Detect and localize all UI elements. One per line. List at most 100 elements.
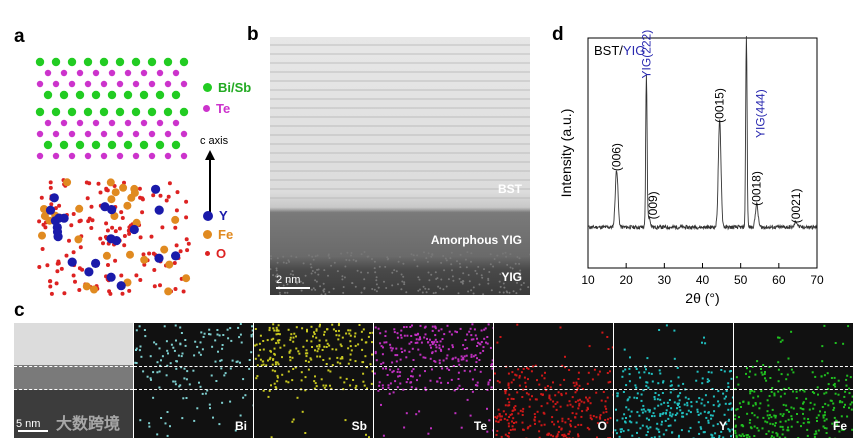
- eds-pixel: [703, 404, 706, 407]
- eds-pixel: [397, 368, 400, 371]
- eds-pixel: [596, 422, 599, 425]
- te-atom: [164, 130, 172, 138]
- eds-pixel: [559, 383, 562, 386]
- crystal-dot: [431, 253, 434, 256]
- eds-pixel: [500, 415, 503, 418]
- crystal-dot: [427, 271, 430, 274]
- eds-pixel: [134, 361, 137, 364]
- eds-pixel: [259, 358, 262, 361]
- o-atom: [49, 291, 54, 296]
- y-atom: [54, 213, 64, 223]
- crystal-dot: [487, 279, 490, 282]
- eds-pixel: [466, 347, 469, 350]
- eds-pixel: [839, 400, 842, 403]
- eds-pixel: [851, 395, 853, 398]
- eds-pixel: [645, 417, 648, 420]
- yig-layer-label: YIG: [501, 270, 522, 284]
- eds-pixel: [592, 415, 595, 418]
- o-atom: [40, 247, 45, 251]
- eds-pixel: [370, 382, 373, 385]
- bi-sb-atom: [35, 107, 45, 117]
- eds-pixel: [179, 384, 182, 387]
- eds-pixel: [318, 344, 321, 346]
- x-tick-label: 30: [658, 273, 672, 287]
- eds-pixel: [527, 378, 529, 381]
- eds-pixel: [569, 403, 572, 406]
- eds-pixel: [434, 350, 437, 353]
- crystal-dot: [332, 287, 335, 290]
- eds-pixel: [307, 368, 310, 371]
- eds-pixel: [489, 346, 492, 349]
- eds-pixel: [392, 370, 395, 373]
- eds-pixel: [385, 341, 388, 344]
- eds-pixel: [676, 367, 679, 369]
- eds-pixel: [529, 424, 532, 427]
- eds-pixel: [474, 384, 477, 387]
- eds-pixel: [239, 361, 241, 364]
- eds-pixel: [777, 361, 780, 364]
- legend-te: Te: [203, 101, 230, 116]
- watermark: 大数跨境: [56, 416, 121, 433]
- eds-pixel: [508, 416, 511, 418]
- eds-pixel: [704, 342, 707, 345]
- amorphous-region: [14, 365, 133, 390]
- bi-sb-atom: [179, 107, 189, 117]
- o-atom: [134, 273, 139, 278]
- eds-pixel: [312, 335, 314, 338]
- crystal-dot: [430, 255, 433, 258]
- crystal-dot: [498, 261, 501, 264]
- eds-pixel: [277, 329, 280, 332]
- eds-pixel: [605, 410, 608, 413]
- bi-sb-atom: [107, 140, 117, 150]
- eds-pixel: [237, 326, 240, 329]
- eds-pixel: [476, 357, 478, 360]
- crystal-dot: [513, 277, 516, 280]
- eds-pixel: [769, 422, 772, 425]
- eds-pixel: [411, 375, 414, 378]
- crystal-dot: [336, 270, 339, 273]
- crystal-dot: [470, 289, 473, 292]
- eds-pixel: [336, 356, 339, 359]
- eds-pixel: [812, 407, 815, 410]
- eds-pixel: [577, 371, 580, 374]
- eds-pixel: [843, 406, 845, 409]
- eds-pixel: [362, 328, 365, 331]
- y-atom: [84, 267, 94, 277]
- eds-pixel: [152, 396, 155, 399]
- eds-pixel: [606, 336, 609, 338]
- eds-pixel: [848, 392, 851, 395]
- crystal-dot: [287, 259, 290, 262]
- eds-pixel: [258, 342, 261, 345]
- eds-pixel: [196, 407, 199, 410]
- eds-pixel: [358, 324, 361, 326]
- o-atom: [142, 262, 147, 267]
- te-atom: [52, 80, 60, 88]
- eds-map-tile: O: [494, 323, 613, 438]
- eds-pixel: [278, 339, 281, 342]
- eds-pixel: [374, 326, 377, 329]
- o-atom: [173, 287, 178, 291]
- eds-pixel: [717, 390, 720, 393]
- eds-pixel: [238, 336, 241, 339]
- eds-pixel: [609, 417, 612, 420]
- crystal-dot: [344, 265, 347, 268]
- eds-pixel: [301, 410, 304, 413]
- eds-pixel: [753, 435, 756, 437]
- x-tick-label: 70: [810, 273, 824, 287]
- crystal-dot: [425, 291, 428, 294]
- eds-pixel: [607, 381, 610, 384]
- eds-pixel: [496, 415, 499, 418]
- eds-map-background: [614, 323, 733, 438]
- eds-pixel: [534, 364, 537, 367]
- eds-pixel: [707, 421, 710, 424]
- eds-pixel: [326, 342, 329, 345]
- eds-pixel: [262, 340, 265, 342]
- o-atom: [59, 266, 64, 271]
- crystal-dot: [442, 255, 445, 257]
- eds-pixel: [412, 359, 415, 361]
- crystal-dot: [378, 265, 381, 268]
- eds-pixel: [696, 370, 699, 373]
- eds-pixel: [589, 402, 592, 405]
- eds-pixel: [622, 430, 625, 433]
- eds-pixel: [717, 405, 720, 408]
